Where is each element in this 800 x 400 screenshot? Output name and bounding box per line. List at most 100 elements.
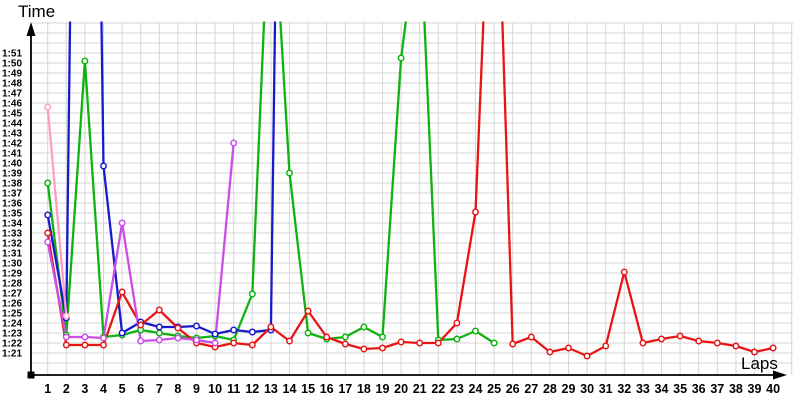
data-point-magenta <box>118 219 126 227</box>
data-point-red <box>81 341 89 349</box>
data-point-red <box>602 342 610 350</box>
data-point-red <box>62 341 70 349</box>
y-tick-label: 1:26 <box>2 299 22 310</box>
x-tick-label: 27 <box>524 382 538 396</box>
y-tick-label: 1:36 <box>2 199 22 210</box>
y-tick-label: 1:28 <box>2 279 22 290</box>
data-point-green <box>490 339 498 347</box>
x-tick-label: 12 <box>245 382 259 396</box>
y-tick-label: 1:39 <box>2 169 22 180</box>
data-point-red <box>546 348 554 356</box>
y-tick-label: 1:21 <box>2 349 22 360</box>
data-point-green <box>379 333 386 341</box>
y-tick-label: 1:30 <box>2 259 22 270</box>
data-point-red <box>695 337 703 345</box>
x-tick-label: 7 <box>156 382 163 396</box>
axes-layer <box>26 22 787 380</box>
data-point-red <box>267 323 275 331</box>
data-point-red <box>137 321 145 329</box>
x-tick-label: 35 <box>673 382 687 396</box>
y-tick-label: 1:48 <box>2 79 22 90</box>
y-tick-label: 1:41 <box>2 149 22 160</box>
data-point-red <box>565 344 572 352</box>
y-tick-label: 1:27 <box>2 289 22 300</box>
x-tick-label: 40 <box>766 382 780 396</box>
data-point-green <box>360 323 368 331</box>
data-point-blue <box>193 322 200 330</box>
x-tick-label: 39 <box>748 382 762 396</box>
data-point-blue <box>211 330 219 338</box>
data-point-red <box>658 335 665 343</box>
data-point-red <box>769 344 777 352</box>
data-point-red <box>286 337 293 345</box>
data-point-magenta <box>100 334 107 342</box>
data-point-green <box>81 57 89 65</box>
x-tick-label: 15 <box>301 382 315 396</box>
data-point-pink <box>44 103 52 111</box>
data-point-green <box>286 169 293 177</box>
data-point-magenta <box>44 238 52 246</box>
marker-layer <box>44 54 777 360</box>
x-tick-label: 19 <box>376 382 390 396</box>
y-tick-labels: 1:511:501:491:481:471:461:451:441:431:42… <box>2 49 22 360</box>
y-tick-label: 1:46 <box>2 99 22 110</box>
origin-marker <box>27 371 35 379</box>
y-tick-label: 1:25 <box>2 309 22 320</box>
data-point-blue <box>118 329 126 337</box>
x-tick-label: 3 <box>81 382 88 396</box>
data-point-blue <box>155 323 163 331</box>
x-tick-label: 28 <box>543 382 557 396</box>
data-point-green <box>341 333 349 341</box>
data-point-magenta <box>230 139 238 147</box>
x-tick-label: 36 <box>692 382 706 396</box>
data-point-green <box>44 179 52 187</box>
x-tick-label: 20 <box>394 382 408 396</box>
y-tick-label: 1:42 <box>2 139 22 150</box>
x-axis-title: Laps <box>741 354 778 373</box>
x-tick-label: 37 <box>710 382 724 396</box>
y-tick-label: 1:23 <box>2 329 22 340</box>
x-axis-arrow-icon <box>773 370 787 380</box>
x-tick-label: 10 <box>208 382 222 396</box>
data-point-red <box>44 229 52 237</box>
data-point-red <box>323 333 331 341</box>
x-tick-label: 30 <box>580 382 594 396</box>
data-point-magenta <box>155 336 163 344</box>
x-tick-label: 9 <box>193 382 200 396</box>
y-tick-label: 1:32 <box>2 239 22 250</box>
data-point-red <box>341 340 349 348</box>
y-tick-label: 1:24 <box>2 319 22 330</box>
data-point-red <box>397 338 405 346</box>
x-tick-label: 18 <box>357 382 371 396</box>
data-point-green <box>453 335 461 343</box>
data-point-magenta <box>211 339 219 347</box>
data-point-red <box>416 339 424 347</box>
data-point-red <box>174 324 182 332</box>
x-tick-label: 5 <box>119 382 126 396</box>
x-tick-label: 34 <box>655 382 669 396</box>
x-tick-label: 29 <box>562 382 576 396</box>
x-tick-label: 2 <box>63 382 70 396</box>
data-point-red <box>360 345 368 353</box>
data-point-red <box>472 208 479 216</box>
y-tick-label: 1:29 <box>2 269 22 280</box>
y-tick-label: 1:22 <box>2 339 22 350</box>
data-point-green <box>304 329 312 337</box>
y-axis-title: Time <box>18 2 55 21</box>
data-point-red <box>732 342 740 350</box>
data-point-red <box>379 344 386 352</box>
x-tick-label: 33 <box>636 382 650 396</box>
y-tick-label: 1:35 <box>2 209 22 220</box>
data-point-red <box>453 319 461 327</box>
data-point-magenta <box>81 333 89 341</box>
x-tick-label: 11 <box>227 382 240 396</box>
data-point-red <box>509 340 517 348</box>
x-tick-label: 31 <box>599 382 613 396</box>
data-point-red <box>118 288 126 296</box>
data-point-red <box>248 341 256 349</box>
y-tick-label: 1:37 <box>2 189 22 200</box>
x-tick-label: 17 <box>338 382 352 396</box>
x-tick-label: 24 <box>469 382 483 396</box>
data-point-red <box>639 339 647 347</box>
